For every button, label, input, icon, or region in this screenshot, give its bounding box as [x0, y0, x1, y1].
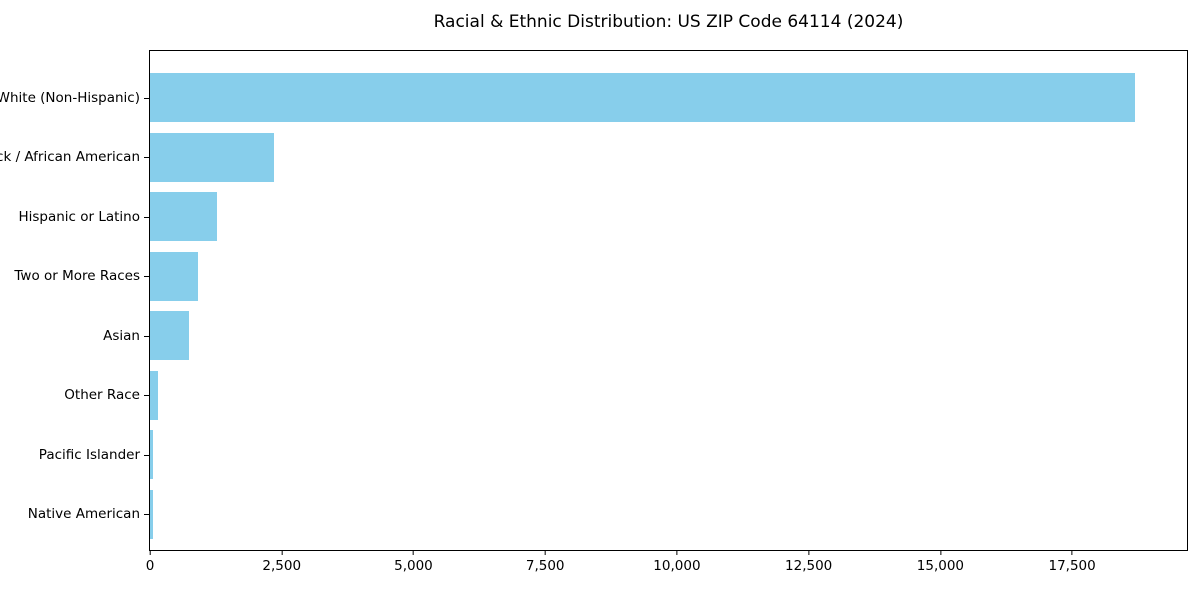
x-tick: 5,000 — [394, 550, 433, 574]
y-tick-label: Two or More Races — [14, 268, 140, 285]
x-tick: 10,000 — [653, 550, 701, 574]
y-tick-label: Hispanic or Latino — [18, 208, 140, 225]
chart-title: Racial & Ethnic Distribution: US ZIP Cod… — [433, 12, 904, 32]
y-tick-mark — [144, 395, 149, 397]
bar-row: Black / African American — [0, 128, 1187, 188]
x-tick: 12,500 — [785, 550, 832, 574]
bar — [150, 73, 1136, 123]
y-tick-label: Pacific Islander — [38, 446, 140, 463]
x-tick-label: 5,000 — [394, 558, 433, 574]
y-tick-label: White (Non-Hispanic) — [0, 89, 140, 106]
y-tick-label: Asian — [103, 327, 140, 344]
x-tick-label: 12,500 — [785, 558, 833, 574]
plot-area: White (Non-Hispanic) Black / African Amer… — [0, 50, 1188, 574]
x-tick-mark — [544, 550, 546, 555]
y-tick-mark — [144, 157, 149, 159]
bar-row: Pacific Islander — [39, 425, 1187, 485]
y-tick-label: Native American — [27, 506, 140, 523]
y-tick-mark — [144, 97, 149, 99]
bar — [150, 132, 274, 182]
y-tick-mark — [144, 276, 149, 278]
y-tick-mark — [144, 514, 149, 516]
bar-row: White (Non-Hispanic) — [0, 68, 1187, 128]
y-tick-mark — [144, 454, 149, 456]
x-tick-mark — [412, 550, 414, 555]
bar-row: Native American — [28, 485, 1187, 545]
bar — [150, 430, 154, 480]
x-tick-mark — [149, 550, 151, 555]
bar — [150, 370, 158, 420]
x-tick: 2,500 — [262, 550, 301, 574]
x-tick: 0 — [145, 550, 155, 574]
x-tick: 17,500 — [1049, 550, 1096, 574]
x-tick: 7,500 — [526, 550, 565, 574]
x-tick-mark — [1071, 550, 1073, 555]
x-tick-label: 17,500 — [1048, 558, 1096, 574]
bar-rows: White (Non-Hispanic) Black / African Amer… — [0, 51, 1187, 550]
x-tick-mark — [939, 550, 941, 555]
y-tick-label: Other Race — [64, 387, 140, 404]
x-tick-label: 7,500 — [525, 558, 565, 574]
bar — [150, 251, 198, 301]
y-tick-mark — [144, 216, 149, 218]
bar-row: Asian — [103, 306, 1187, 366]
bar-row: Two or More Races — [14, 247, 1187, 307]
x-tick-mark — [808, 550, 810, 555]
bar-row: Hispanic or Latino — [18, 187, 1187, 247]
bar — [150, 192, 217, 242]
x-tick-mark — [676, 550, 678, 555]
bar — [150, 489, 153, 539]
bar — [150, 311, 189, 361]
x-tick-label: 15,000 — [916, 558, 965, 574]
y-tick-mark — [144, 335, 149, 337]
bar-row: Other Race — [64, 366, 1187, 426]
x-tick-label: 0 — [145, 558, 155, 574]
x-tick-mark — [281, 550, 283, 555]
y-tick-label: Black / African American — [0, 149, 140, 166]
x-tick: 15,000 — [917, 550, 964, 574]
x-tick-label: 10,000 — [653, 558, 701, 574]
x-tick-label: 2,500 — [262, 558, 302, 574]
